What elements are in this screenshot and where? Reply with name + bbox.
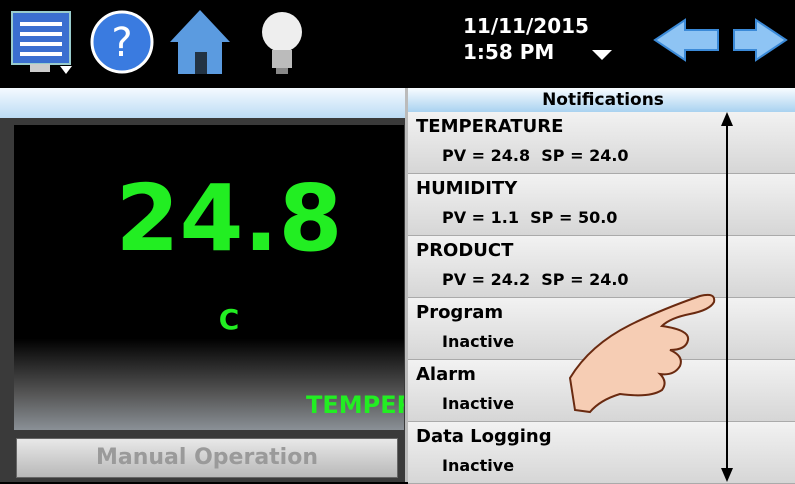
back-arrow[interactable] <box>653 18 719 62</box>
notifications-panel: Notifications TEMPERATURE PV = 24.8 SP = … <box>405 88 795 484</box>
time[interactable]: 1:58 PM <box>463 40 555 64</box>
notification-item[interactable]: HUMIDITY PV = 1.1 SP = 50.0 <box>408 174 795 236</box>
display-panel: 24.8 C TEMPERATURE <box>14 125 404 430</box>
loop-label: TEMPERATURE <box>306 391 404 419</box>
notification-item[interactable]: Data Logging Inactive <box>408 422 795 484</box>
notification-item[interactable]: Program Inactive <box>408 298 795 360</box>
notifications-title: Notifications <box>408 88 795 112</box>
notification-item[interactable]: TEMPERATURE PV = 24.8 SP = 24.0 <box>408 112 795 174</box>
notification-item[interactable]: Alarm Inactive <box>408 360 795 422</box>
manual-button[interactable]: Manual Operation <box>16 438 398 478</box>
notification-detail: PV = 24.2 SP = 24.0 <box>442 270 629 289</box>
process-value: 24.8 <box>115 165 343 272</box>
top-bar: ? 11/11/2015 1:58 PM <box>0 0 795 88</box>
notification-item[interactable]: PRODUCT PV = 24.2 SP = 24.0 <box>408 236 795 298</box>
date: 11/11/2015 <box>463 14 589 38</box>
time-dropdown[interactable] <box>592 50 612 60</box>
status-bar <box>0 88 405 118</box>
notification-detail: Inactive <box>442 456 515 475</box>
notification-detail: PV = 24.8 SP = 24.0 <box>442 146 629 165</box>
notification-title: Data Logging <box>416 426 552 447</box>
notification-title: HUMIDITY <box>416 178 518 199</box>
toolbar-icons: ? <box>11 10 788 74</box>
notification-title: Alarm <box>416 364 476 385</box>
notification-detail: PV = 1.1 SP = 50.0 <box>442 208 618 227</box>
notification-title: Program <box>416 302 504 323</box>
notification-title: TEMPERATURE <box>416 116 564 137</box>
notification-title: PRODUCT <box>416 240 514 261</box>
unit: C <box>218 303 240 336</box>
light-icon[interactable] <box>262 12 302 74</box>
forward-arrow[interactable] <box>733 18 788 62</box>
home-icon[interactable] <box>170 10 230 74</box>
notification-detail: Inactive <box>442 332 515 351</box>
help-icon[interactable]: ? <box>90 10 154 74</box>
menu-icon[interactable] <box>11 11 72 74</box>
notification-detail: Inactive <box>442 394 515 413</box>
svg-text:?: ? <box>111 20 132 66</box>
